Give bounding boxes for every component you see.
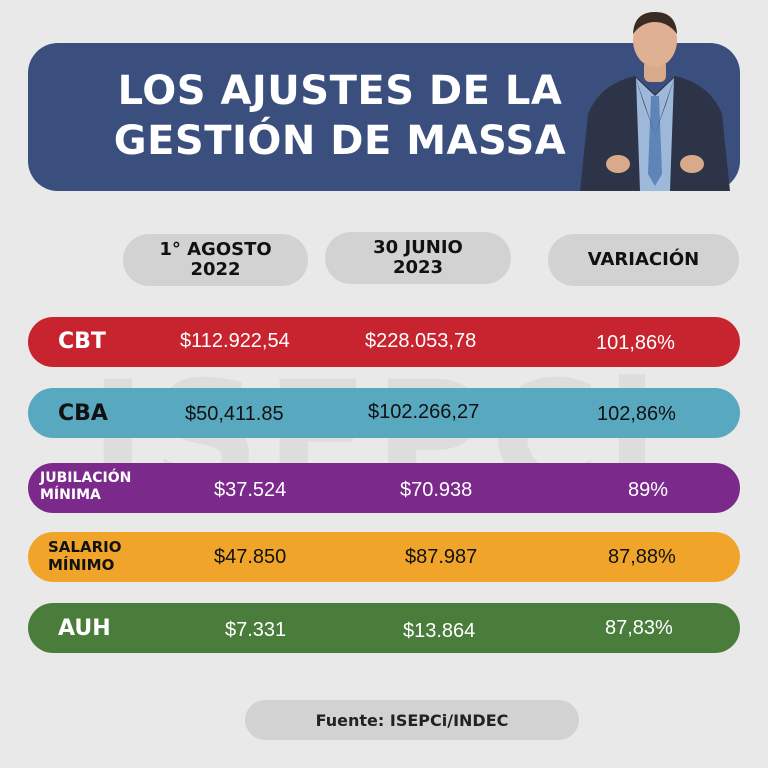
column-header-pill-agosto: [123, 234, 308, 286]
cell-auh-agosto: $7.331: [225, 619, 287, 641]
page-title: LOS AJUSTES DE LA GESTIÓN DE MASSA: [113, 68, 567, 164]
cell-salario-variacion: 87,88%: [608, 546, 676, 568]
cell-jubilacion-agosto: $37.524: [214, 479, 287, 501]
column-header-pill-variacion: [548, 234, 739, 286]
cell-cba-variacion: 102,86%: [597, 403, 676, 425]
cell-jubilacion-junio: $70.938: [400, 479, 473, 501]
cell-salario-agosto: $47.850: [214, 546, 287, 568]
cell-auh-variacion: 87,83%: [605, 617, 673, 639]
row-label-cbt: CBT: [58, 329, 106, 354]
row-label-auh: AUH: [58, 616, 111, 641]
cell-cbt-agosto: $112.922,54: [180, 330, 290, 352]
man-in-suit-portrait-icon: [580, 12, 730, 191]
column-header-pill-junio: [325, 232, 511, 284]
row-jubilacion-minima: [28, 463, 740, 513]
row-label-jubilacion-minima: JUBILACIÓN MÍNIMA: [40, 470, 132, 503]
source-label: Fuente: ISEPCi/INDEC: [315, 711, 509, 730]
cell-cbt-junio: $228.053,78: [365, 330, 477, 352]
source-pill: [245, 700, 579, 740]
row-label-salario-minimo: SALARIO MÍNIMO: [48, 538, 122, 574]
row-cbt: [28, 317, 740, 367]
column-header-agosto-2022: 1° AGOSTO 2022: [159, 239, 272, 280]
cell-auh-junio: $13.864: [403, 620, 476, 642]
column-header-variacion: VARIACIÓN: [587, 249, 700, 270]
column-header-junio-2023: 30 JUNIO 2023: [373, 237, 463, 278]
cell-jubilacion-variacion: 89%: [628, 479, 669, 501]
row-auh: [28, 603, 740, 653]
row-cba: [28, 388, 740, 438]
cell-cbt-variacion: 101,86%: [596, 332, 675, 354]
cell-salario-junio: $87.987: [405, 546, 478, 568]
row-label-cba: CBA: [58, 401, 108, 426]
cell-cba-junio: $102.266,27: [368, 401, 480, 423]
cell-cba-agosto: $50,411.85: [185, 403, 284, 425]
row-salario-minimo: [28, 532, 740, 582]
